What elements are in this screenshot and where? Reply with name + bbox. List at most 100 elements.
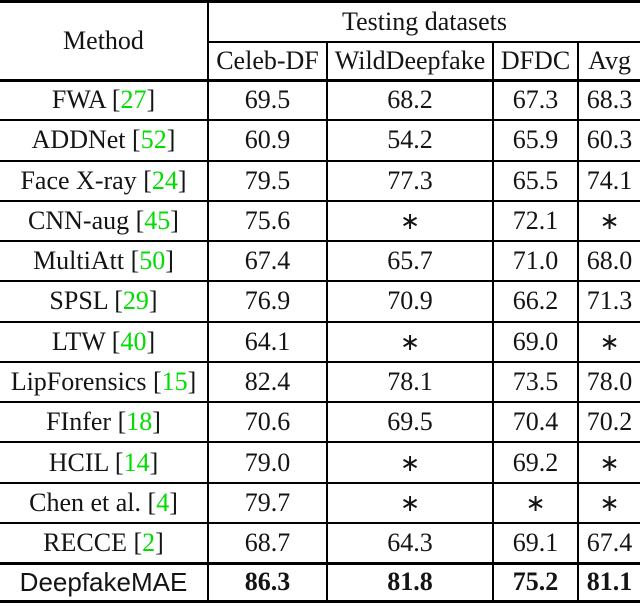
table-row: Face X-ray [24] 79.5 77.3 65.5 74.1 xyxy=(0,160,640,202)
method-name: DeepfakeMAE xyxy=(19,566,188,597)
dataset-column-header-3: DFDC xyxy=(492,41,579,82)
missing-value-asterisk: ∗ xyxy=(599,450,620,477)
table-row: LipForensics [15] 82.4 78.1 73.5 78.0 xyxy=(0,361,640,404)
value-cell: 69.2 xyxy=(492,442,579,484)
citation-link[interactable]: 14 xyxy=(123,447,150,477)
method-cell: FWA [27] xyxy=(0,80,209,122)
method-name: SPSL xyxy=(49,286,108,316)
missing-value-asterisk: ∗ xyxy=(599,329,620,356)
missing-value-asterisk: ∗ xyxy=(599,490,620,517)
value-cell: 78.0 xyxy=(576,361,640,404)
citation-link[interactable]: 2 xyxy=(142,527,156,557)
value-cell: 74.1 xyxy=(576,160,640,202)
value-cell: ∗ xyxy=(576,321,640,363)
dataset-column-header-1: Celeb-DF xyxy=(208,41,328,82)
value-cell: 78.1 xyxy=(326,361,494,404)
method-name: LTW xyxy=(51,326,106,356)
method-cell: CNN-aug [45] xyxy=(0,200,209,243)
value-cell: 54.2 xyxy=(326,120,494,162)
value-cell: ∗ xyxy=(326,321,494,363)
method-name: ADDNet xyxy=(31,125,126,155)
value-cell: 79.0 xyxy=(207,442,328,484)
method-cell: LipForensics [15] xyxy=(0,361,209,404)
value-cell: 68.7 xyxy=(207,522,328,565)
value-cell: ∗ xyxy=(492,482,579,524)
value-cell: 86.3 xyxy=(207,561,328,602)
citation-link[interactable]: 24 xyxy=(151,165,178,195)
value-cell: 65.7 xyxy=(326,241,494,283)
value-cell: 68.3 xyxy=(576,80,640,122)
value-cell: 64.1 xyxy=(207,321,328,363)
missing-value-asterisk: ∗ xyxy=(525,490,546,517)
value-cell: ∗ xyxy=(576,482,640,524)
value-cell: ∗ xyxy=(326,200,494,243)
value-cell: 70.6 xyxy=(207,402,328,444)
value-cell: 75.6 xyxy=(207,200,328,243)
table-header: Method Testing datasets Celeb-DF WildDeep… xyxy=(0,1,640,82)
method-name: MultiAtt xyxy=(33,246,125,276)
value-cell: 67.4 xyxy=(576,522,640,565)
method-name: Chen et al. xyxy=(29,487,142,517)
citation-link[interactable]: 18 xyxy=(126,407,153,437)
value-cell: 81.8 xyxy=(326,561,494,602)
value-cell: 64.3 xyxy=(326,522,494,565)
value-cell: ∗ xyxy=(576,442,640,484)
value-cell: 67.3 xyxy=(492,80,579,122)
missing-value-asterisk: ∗ xyxy=(599,208,620,235)
missing-value-asterisk: ∗ xyxy=(399,450,421,477)
value-cell: 69.0 xyxy=(492,321,579,363)
table-row: Chen et al. [4] 79.7 ∗ ∗ ∗ xyxy=(0,482,640,524)
value-cell: 71.0 xyxy=(492,241,579,283)
value-cell: 69.5 xyxy=(207,80,328,122)
value-cell: ∗ xyxy=(326,442,494,484)
method-name: LipForensics xyxy=(10,366,147,396)
method-cell: Chen et al. [4] xyxy=(0,482,209,524)
method-cell: SPSL [29] xyxy=(0,281,209,323)
method-cell: Face X-ray [24] xyxy=(0,160,209,202)
value-cell: 70.9 xyxy=(326,281,494,323)
value-cell: 72.1 xyxy=(492,200,579,243)
value-cell: 75.2 xyxy=(492,561,579,602)
value-cell: 66.2 xyxy=(492,281,579,323)
value-cell: 77.3 xyxy=(326,160,494,202)
table-row: RECCE [2] 68.7 64.3 69.1 67.4 xyxy=(0,522,640,565)
header-row-group: Method Testing datasets xyxy=(0,1,640,82)
citation-link[interactable]: 40 xyxy=(120,326,147,356)
citation-link[interactable]: 15 xyxy=(161,366,188,396)
header-row-columns: Celeb-DF WildDeepfake DFDC Avg xyxy=(0,41,640,82)
method-column-header: Method xyxy=(0,1,209,82)
method-cell: HCIL [14] xyxy=(0,442,209,484)
table-row: ADDNet [52] 60.9 54.2 65.9 60.3 xyxy=(0,120,640,162)
value-cell: 81.1 xyxy=(576,561,640,602)
citation-link[interactable]: 45 xyxy=(144,205,171,235)
table-row: SPSL [29] 76.9 70.9 66.2 71.3 xyxy=(0,281,640,323)
value-cell: ∗ xyxy=(576,200,640,243)
value-cell: 79.7 xyxy=(207,482,328,524)
table-row: DeepfakeMAE 86.3 81.8 75.2 81.1 xyxy=(0,561,640,602)
method-name: Face X-ray xyxy=(20,165,137,195)
citation-link[interactable]: 4 xyxy=(156,487,170,517)
value-cell: 65.5 xyxy=(492,160,579,202)
citation-link[interactable]: 50 xyxy=(139,246,166,276)
citation-link[interactable]: 27 xyxy=(120,85,147,115)
value-cell: 65.9 xyxy=(492,120,579,162)
citation-link[interactable]: 29 xyxy=(122,286,149,316)
value-cell: 68.2 xyxy=(326,80,494,122)
value-cell: 71.3 xyxy=(576,281,640,323)
citation-link[interactable]: 52 xyxy=(140,125,167,155)
table-row: HCIL [14] 79.0 ∗ 69.2 ∗ xyxy=(0,442,640,484)
method-name: HCIL xyxy=(48,447,109,477)
value-cell: 60.3 xyxy=(576,120,640,162)
table-row: FWA [27] 69.5 68.2 67.3 68.3 xyxy=(0,80,640,122)
dataset-column-header-2: WildDeepfake xyxy=(326,41,494,82)
method-name: RECCE xyxy=(43,527,127,557)
method-name: FWA xyxy=(51,85,106,115)
method-name: CNN-aug xyxy=(28,205,130,235)
value-cell: 68.0 xyxy=(576,241,640,283)
value-cell: 60.9 xyxy=(207,120,328,162)
value-cell: 82.4 xyxy=(207,361,328,404)
table-row: CNN-aug [45] 75.6 ∗ 72.1 ∗ xyxy=(0,200,640,243)
value-cell: 70.2 xyxy=(576,402,640,444)
method-cell: FInfer [18] xyxy=(0,402,209,444)
